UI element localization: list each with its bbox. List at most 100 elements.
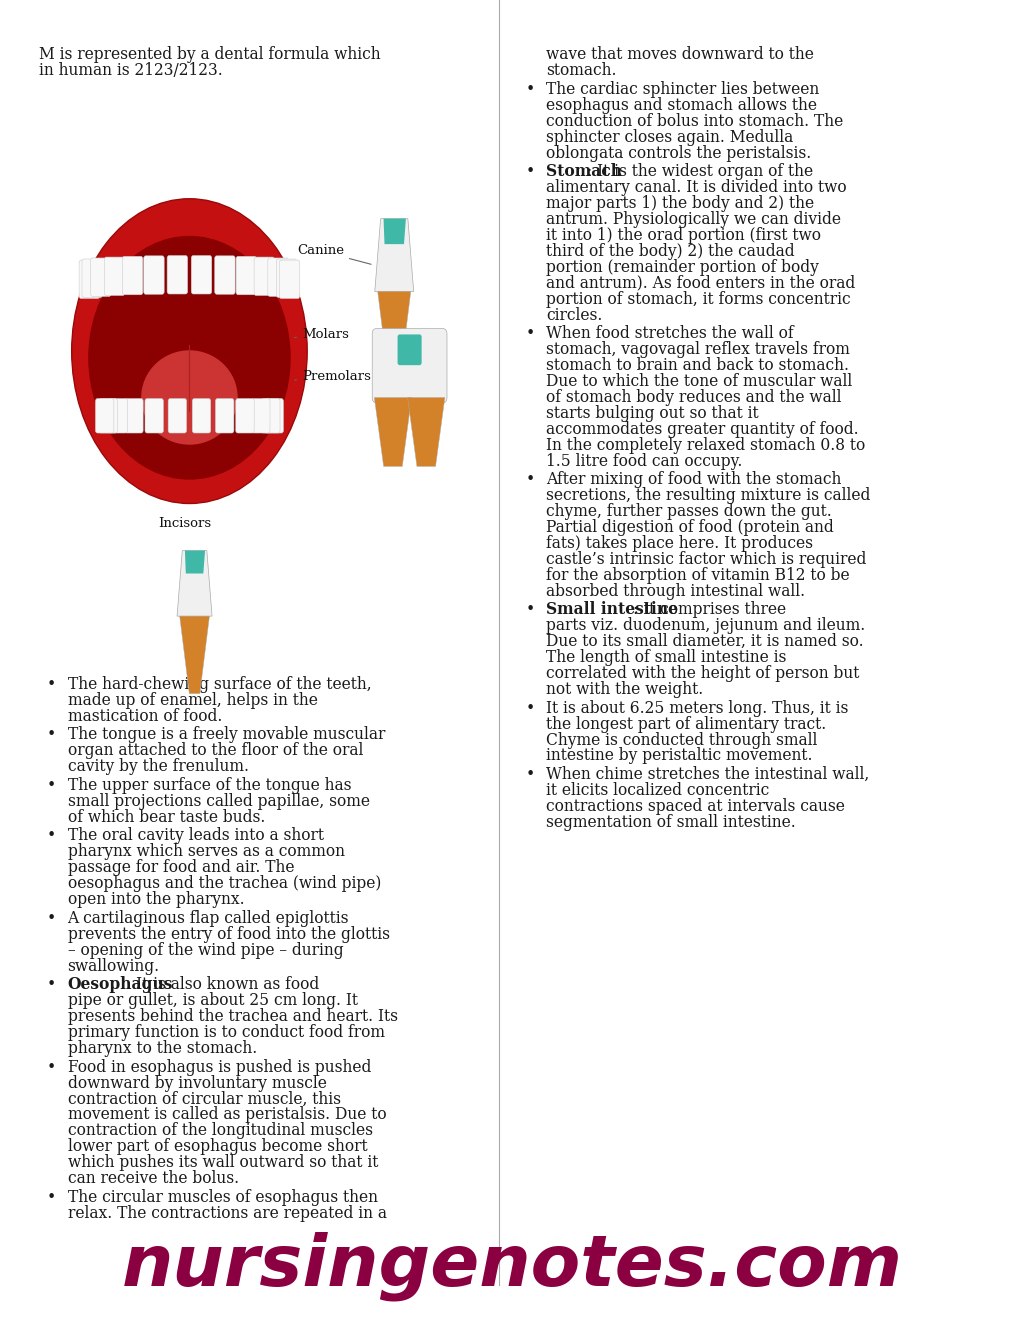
FancyBboxPatch shape (236, 399, 254, 433)
Text: accommodates greater quantity of food.: accommodates greater quantity of food. (546, 421, 858, 437)
FancyBboxPatch shape (373, 329, 447, 403)
Text: stomach.: stomach. (546, 62, 616, 80)
FancyBboxPatch shape (168, 399, 186, 433)
FancyBboxPatch shape (143, 256, 164, 294)
Text: esophagus and stomach allows the: esophagus and stomach allows the (546, 97, 817, 114)
Text: wave that moves downward to the: wave that moves downward to the (546, 46, 814, 64)
Polygon shape (375, 219, 414, 292)
Text: Molars: Molars (295, 327, 349, 341)
Text: castle’s intrinsic factor which is required: castle’s intrinsic factor which is requi… (546, 551, 866, 568)
Text: •: • (47, 1189, 56, 1206)
Text: segmentation of small intestine.: segmentation of small intestine. (546, 814, 796, 831)
Polygon shape (375, 398, 412, 466)
Text: •: • (47, 1059, 56, 1076)
Text: pipe or gullet, is about 25 cm long. It: pipe or gullet, is about 25 cm long. It (68, 992, 357, 1010)
Text: and antrum). As food enters in the orad: and antrum). As food enters in the orad (546, 274, 855, 292)
Text: •: • (525, 602, 535, 619)
Text: portion of stomach, it forms concentric: portion of stomach, it forms concentric (546, 290, 850, 307)
Text: Food in esophagus is pushed is pushed: Food in esophagus is pushed is pushed (68, 1059, 371, 1076)
Text: •: • (47, 676, 56, 693)
Text: cavity by the frenulum.: cavity by the frenulum. (68, 758, 249, 775)
FancyBboxPatch shape (90, 258, 111, 297)
FancyBboxPatch shape (122, 256, 142, 294)
FancyBboxPatch shape (252, 399, 270, 433)
Polygon shape (384, 219, 406, 244)
FancyBboxPatch shape (261, 399, 280, 433)
Text: : It comprises three: : It comprises three (633, 602, 786, 619)
Ellipse shape (88, 236, 291, 480)
Polygon shape (408, 398, 444, 466)
FancyBboxPatch shape (215, 399, 233, 433)
Text: parts viz. duodenum, jejunum and ileum.: parts viz. duodenum, jejunum and ileum. (546, 617, 865, 635)
FancyBboxPatch shape (99, 399, 118, 433)
Text: nursingenotes.com: nursingenotes.com (122, 1232, 902, 1301)
Text: Small intestine: Small intestine (546, 602, 678, 619)
Polygon shape (179, 616, 210, 694)
Text: M is represented by a dental formula which: M is represented by a dental formula whi… (39, 46, 381, 64)
Text: It is about 6.25 meters long. Thus, it is: It is about 6.25 meters long. Thus, it i… (546, 700, 848, 717)
FancyBboxPatch shape (104, 257, 125, 295)
Ellipse shape (72, 199, 307, 504)
Text: Stomach: Stomach (546, 163, 622, 180)
Text: third of the body) 2) the caudad: third of the body) 2) the caudad (546, 242, 795, 260)
Text: Canine: Canine (297, 244, 371, 264)
Text: When food stretches the wall of: When food stretches the wall of (546, 326, 794, 342)
Text: oesophagus and the trachea (wind pipe): oesophagus and the trachea (wind pipe) (68, 876, 381, 892)
Text: contraction of circular muscle, this: contraction of circular muscle, this (68, 1090, 341, 1108)
Text: •: • (525, 163, 535, 180)
Text: After mixing of food with the stomach: After mixing of food with the stomach (546, 472, 841, 489)
Text: The circular muscles of esophagus then: The circular muscles of esophagus then (68, 1189, 378, 1206)
Text: in human is 2123/2123.: in human is 2123/2123. (39, 62, 222, 80)
FancyBboxPatch shape (82, 258, 102, 297)
Text: prevents the entry of food into the glottis: prevents the entry of food into the glot… (68, 926, 389, 943)
Text: swallowing.: swallowing. (68, 958, 160, 975)
Text: Partial digestion of food (protein and: Partial digestion of food (protein and (546, 519, 834, 537)
Text: pharynx to the stomach.: pharynx to the stomach. (68, 1040, 257, 1057)
Text: •: • (47, 977, 56, 994)
Text: of stomach body reduces and the wall: of stomach body reduces and the wall (546, 390, 842, 405)
Text: Incisors: Incisors (158, 517, 211, 530)
Text: 1.5 litre food can occupy.: 1.5 litre food can occupy. (546, 453, 742, 469)
Text: it elicits localized concentric: it elicits localized concentric (546, 782, 769, 799)
Polygon shape (378, 292, 411, 378)
Text: made up of enamel, helps in the: made up of enamel, helps in the (68, 692, 317, 709)
Text: •: • (525, 472, 535, 489)
Text: : It is also known as food: : It is also known as food (126, 977, 319, 994)
Text: it into 1) the orad portion (first two: it into 1) the orad portion (first two (546, 227, 821, 244)
Text: pharynx which serves as a common: pharynx which serves as a common (68, 844, 345, 860)
Text: stomach, vagovagal reflex travels from: stomach, vagovagal reflex travels from (546, 342, 850, 358)
Text: the longest part of alimentary tract.: the longest part of alimentary tract. (546, 716, 826, 733)
Polygon shape (177, 551, 212, 616)
Text: intestine by peristaltic movement.: intestine by peristaltic movement. (546, 747, 812, 765)
Text: downward by involuntary muscle: downward by involuntary muscle (68, 1075, 327, 1092)
Text: correlated with the height of person but: correlated with the height of person but (546, 665, 859, 682)
Text: secretions, the resulting mixture is called: secretions, the resulting mixture is cal… (546, 488, 870, 505)
Text: lower part of esophagus become short: lower part of esophagus become short (68, 1138, 368, 1155)
Text: •: • (47, 776, 56, 794)
Text: •: • (47, 910, 56, 928)
Text: A cartilaginous flap called epiglottis: A cartilaginous flap called epiglottis (68, 910, 349, 928)
Ellipse shape (141, 350, 238, 445)
Text: The length of small intestine is: The length of small intestine is (546, 649, 786, 666)
Text: Premolars: Premolars (295, 370, 371, 383)
Text: passage for food and air. The: passage for food and air. The (68, 860, 294, 876)
FancyBboxPatch shape (191, 256, 212, 294)
Text: stomach to brain and back to stomach.: stomach to brain and back to stomach. (546, 358, 849, 374)
Text: of which bear taste buds.: of which bear taste buds. (68, 808, 265, 825)
Text: alimentary canal. It is divided into two: alimentary canal. It is divided into two (546, 179, 847, 196)
Text: starts bulging out so that it: starts bulging out so that it (546, 405, 759, 421)
Text: fats) takes place here. It produces: fats) takes place here. It produces (546, 535, 813, 553)
FancyBboxPatch shape (167, 256, 187, 294)
Text: The cardiac sphincter lies between: The cardiac sphincter lies between (546, 81, 819, 98)
Text: portion (remainder portion of body: portion (remainder portion of body (546, 258, 818, 276)
Text: •: • (525, 766, 535, 783)
FancyBboxPatch shape (265, 399, 284, 433)
Text: oblongata controls the peristalsis.: oblongata controls the peristalsis. (546, 144, 811, 162)
Text: •: • (47, 828, 56, 844)
Text: movement is called as peristalsis. Due to: movement is called as peristalsis. Due t… (68, 1106, 386, 1124)
FancyBboxPatch shape (268, 258, 289, 297)
Text: major parts 1) the body and 2) the: major parts 1) the body and 2) the (546, 195, 814, 212)
Text: The hard-chewing surface of the teeth,: The hard-chewing surface of the teeth, (68, 676, 372, 693)
Text: open into the pharynx.: open into the pharynx. (68, 892, 244, 908)
Text: can receive the bolus.: can receive the bolus. (68, 1170, 239, 1187)
